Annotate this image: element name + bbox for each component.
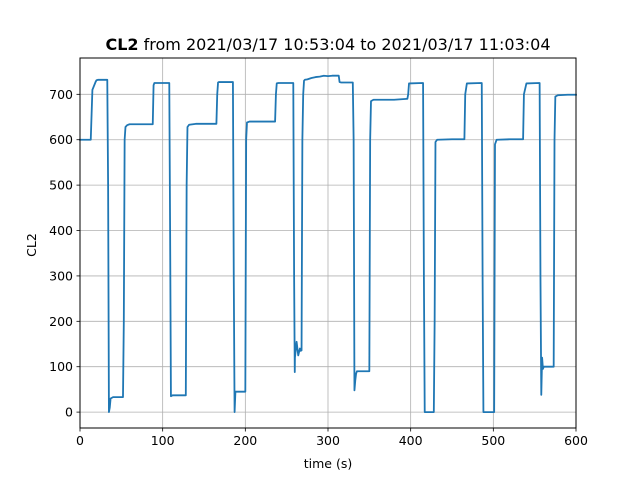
x-tick-label: 200 — [233, 433, 257, 448]
x-axis-label: time (s) — [304, 456, 352, 471]
grid-lines — [79, 58, 577, 428]
chart-title: CL2 from 2021/03/17 10:53:04 to 2021/03/… — [105, 35, 550, 54]
y-tick-label: 200 — [49, 314, 73, 329]
x-tick-label: 300 — [316, 433, 340, 448]
y-tick-label: 100 — [49, 359, 73, 374]
y-tick-label: 300 — [49, 268, 73, 283]
y-tick-label: 600 — [49, 132, 73, 147]
x-axis-ticks: 0 100 200 300 400 500 600 — [76, 428, 588, 448]
x-tick-label: 500 — [481, 433, 505, 448]
y-axis-ticks: 0 100 200 300 400 500 600 700 — [49, 87, 80, 420]
series-line-0 — [79, 74, 577, 414]
plot-area — [79, 74, 577, 414]
x-tick-label: 100 — [151, 433, 175, 448]
y-tick-label: 0 — [65, 405, 73, 420]
y-tick-label: 700 — [49, 87, 73, 102]
x-tick-label: 400 — [399, 433, 423, 448]
y-tick-label: 500 — [49, 178, 73, 193]
x-tick-label: 600 — [564, 433, 588, 448]
y-tick-label: 400 — [49, 223, 73, 238]
y-axis-label: CL2 — [24, 233, 39, 257]
chart-title-rest: from 2021/03/17 10:53:04 to 2021/03/17 1… — [139, 35, 551, 54]
chart-title-bold: CL2 — [105, 35, 138, 54]
x-tick-label: 0 — [76, 433, 84, 448]
